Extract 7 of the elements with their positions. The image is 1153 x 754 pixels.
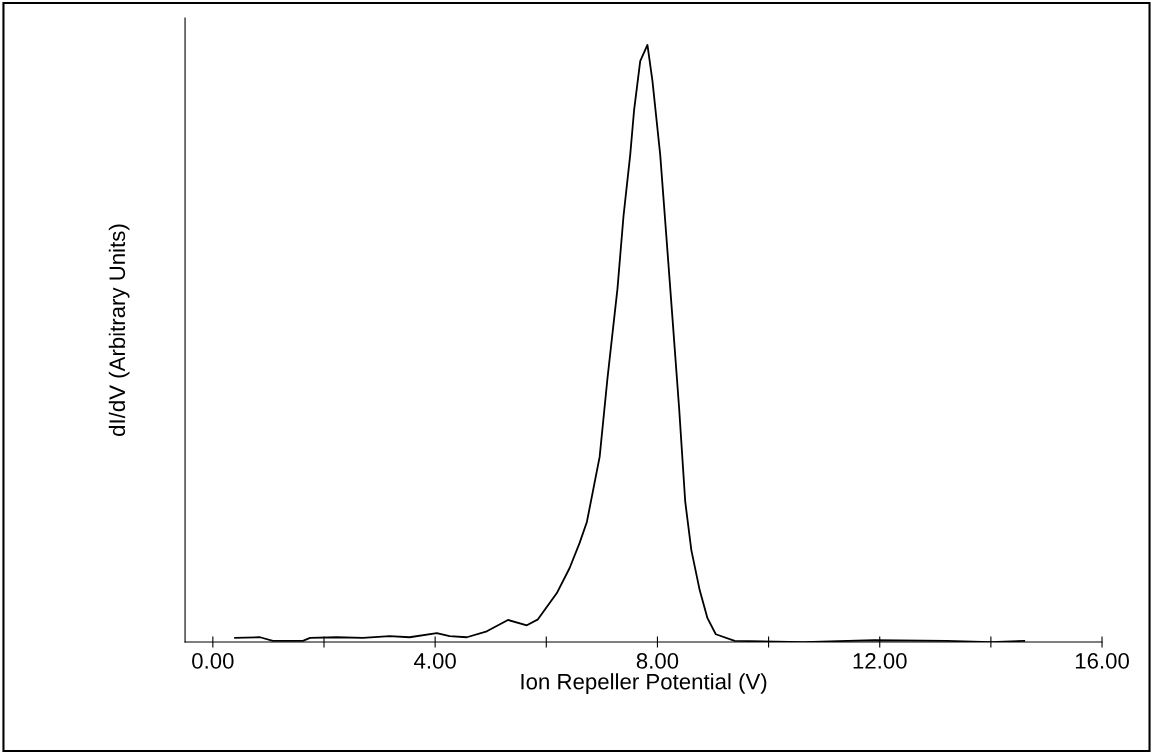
- x-tick-label: 8.00: [636, 653, 679, 669]
- x-tick-label: 12.00: [853, 653, 907, 669]
- x-tick-label: 0.00: [192, 653, 234, 669]
- x-axis-title: Ion Repeller Potential (V): [521, 673, 767, 694]
- y-axis-title: dI/dV (Arbitrary Units): [108, 224, 130, 436]
- x-tick-label: 4.00: [414, 653, 456, 669]
- x-tick-label: 16.00: [1075, 653, 1129, 669]
